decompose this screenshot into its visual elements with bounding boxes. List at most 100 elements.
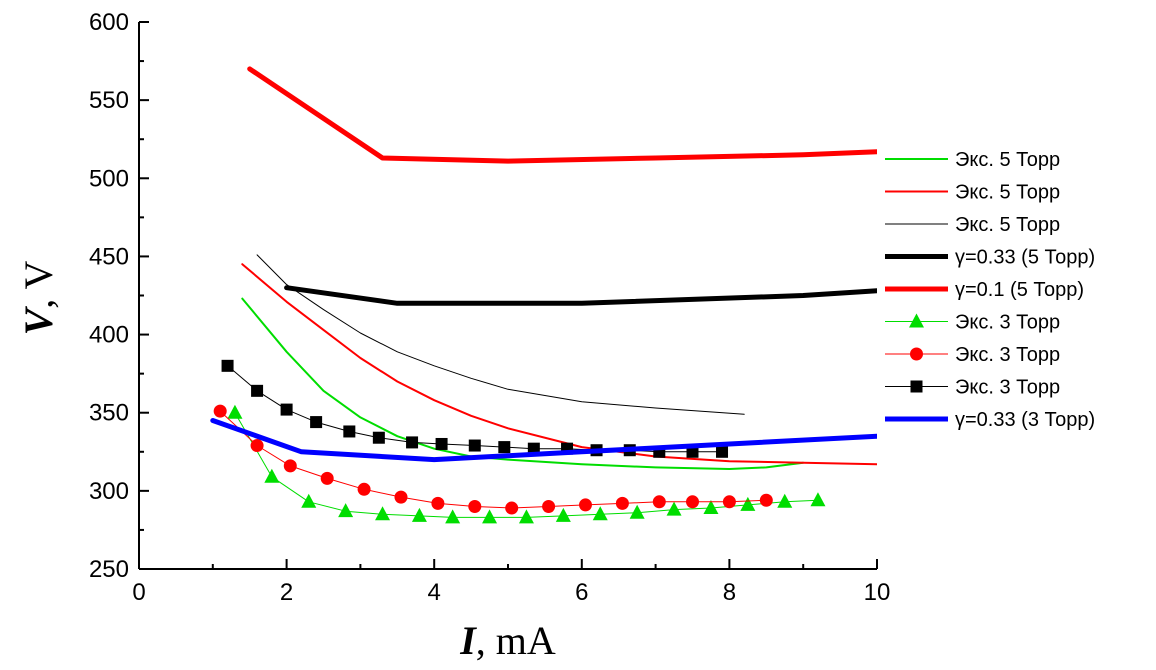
series-5-line bbox=[247, 66, 877, 164]
series-7 bbox=[213, 404, 773, 515]
data-point bbox=[435, 437, 448, 450]
x-tick-label: 10 bbox=[864, 579, 891, 606]
data-point bbox=[666, 501, 682, 516]
series-9 bbox=[210, 418, 877, 463]
legend-item: Экс. 3 Торр bbox=[885, 377, 1060, 399]
series-8-line bbox=[227, 365, 723, 453]
series-layer bbox=[210, 66, 877, 524]
series-3-line bbox=[256, 254, 745, 415]
series-9-line bbox=[210, 418, 877, 463]
data-point bbox=[394, 490, 408, 504]
data-point bbox=[431, 496, 445, 510]
y-axis-title: V, V bbox=[16, 260, 61, 335]
data-point bbox=[357, 482, 371, 496]
data-point bbox=[372, 431, 385, 444]
legend-label: Экс. 3 Торр bbox=[955, 344, 1060, 366]
data-point bbox=[280, 403, 293, 416]
x-tick-label: 4 bbox=[428, 579, 441, 606]
series-5 bbox=[247, 66, 877, 164]
data-point bbox=[615, 496, 629, 510]
data-point bbox=[686, 445, 699, 458]
legend-item: γ=0.33 (5 Торр) bbox=[885, 247, 1095, 269]
x-tick-label: 6 bbox=[575, 579, 588, 606]
data-point bbox=[652, 495, 666, 509]
data-point bbox=[468, 499, 482, 513]
data-point bbox=[777, 493, 793, 508]
legend-marker bbox=[909, 313, 924, 328]
y-axis-unit: , V bbox=[16, 260, 61, 308]
legend-label: Экс. 5 Торр bbox=[955, 149, 1060, 171]
y-tick-label: 350 bbox=[89, 400, 129, 427]
data-point bbox=[320, 471, 334, 485]
data-point bbox=[578, 498, 592, 512]
data-point bbox=[498, 441, 511, 454]
data-point bbox=[283, 459, 297, 473]
legend: Экс. 5 Торр Экс. 5 Торр Экс. 5 Торр γ=0.33 … bbox=[885, 149, 1095, 431]
data-point bbox=[686, 495, 699, 509]
series-8 bbox=[221, 359, 729, 458]
legend-label: Экс. 3 Торр bbox=[955, 377, 1060, 399]
legend-marker bbox=[910, 380, 923, 393]
data-point bbox=[411, 507, 427, 522]
x-tick-label: 0 bbox=[132, 579, 145, 606]
data-point bbox=[301, 493, 317, 508]
data-point bbox=[592, 506, 608, 521]
data-point bbox=[482, 509, 498, 524]
y-tick-label: 300 bbox=[89, 478, 129, 505]
data-point bbox=[542, 499, 556, 513]
y-tick-label: 250 bbox=[89, 556, 129, 583]
legend-item: Экс. 3 Торр bbox=[885, 344, 1060, 366]
data-point bbox=[310, 416, 323, 429]
legend-item: Экс. 5 Торр bbox=[885, 214, 1060, 236]
series-4-line bbox=[284, 285, 877, 306]
series-2 bbox=[241, 263, 877, 466]
y-tick-label: 550 bbox=[89, 87, 129, 114]
series-3 bbox=[256, 254, 745, 415]
legend-item: Экс. 3 Торр bbox=[885, 312, 1060, 334]
data-point bbox=[759, 493, 773, 507]
data-point bbox=[722, 495, 736, 509]
data-point bbox=[555, 507, 571, 522]
data-point bbox=[221, 359, 234, 372]
y-tick-label: 600 bbox=[89, 9, 129, 36]
legend-item: γ=0.1 (5 Торр) bbox=[885, 279, 1084, 301]
x-axis-title: I, mA bbox=[459, 618, 556, 663]
data-point bbox=[810, 492, 826, 507]
legend-item: Экс. 5 Торр bbox=[885, 149, 1060, 171]
data-point bbox=[213, 404, 227, 418]
data-point bbox=[629, 504, 645, 519]
data-point bbox=[338, 503, 354, 518]
data-point bbox=[518, 509, 534, 524]
data-point bbox=[264, 468, 280, 483]
data-point bbox=[703, 500, 719, 515]
axes: 0 2 4 6 8 10 250 300 350 400 450 500 550 600 bbox=[89, 9, 890, 606]
data-point bbox=[445, 509, 461, 524]
data-point bbox=[251, 384, 264, 397]
x-axis-unit: , mA bbox=[476, 618, 556, 663]
series-7-line bbox=[219, 410, 767, 509]
data-point bbox=[375, 506, 391, 521]
legend-label: γ=0.33 (5 Торр) bbox=[955, 247, 1095, 269]
data-point bbox=[250, 439, 264, 453]
data-point bbox=[406, 436, 419, 449]
legend-label: γ=0.33 (3 Торр) bbox=[955, 409, 1095, 431]
data-point bbox=[468, 439, 481, 452]
data-point bbox=[716, 445, 729, 458]
data-point bbox=[227, 404, 243, 419]
series-2-line bbox=[241, 263, 877, 466]
data-point bbox=[740, 496, 756, 511]
legend-item: γ=0.33 (3 Торр) bbox=[885, 409, 1095, 431]
data-point bbox=[505, 501, 519, 515]
legend-marker bbox=[910, 347, 923, 361]
y-axis-symbol: V bbox=[16, 305, 61, 335]
y-tick-label: 500 bbox=[89, 165, 129, 192]
legend-item: Экс. 5 Торр bbox=[885, 182, 1060, 204]
series-4 bbox=[284, 285, 877, 306]
legend-label: Экс. 5 Торр bbox=[955, 214, 1060, 236]
legend-label: γ=0.1 (5 Торр) bbox=[955, 279, 1084, 301]
data-point bbox=[527, 442, 540, 455]
legend-label: Экс. 5 Торр bbox=[955, 182, 1060, 204]
x-tick-label: 8 bbox=[723, 579, 736, 606]
legend-label: Экс. 3 Торр bbox=[955, 312, 1060, 334]
